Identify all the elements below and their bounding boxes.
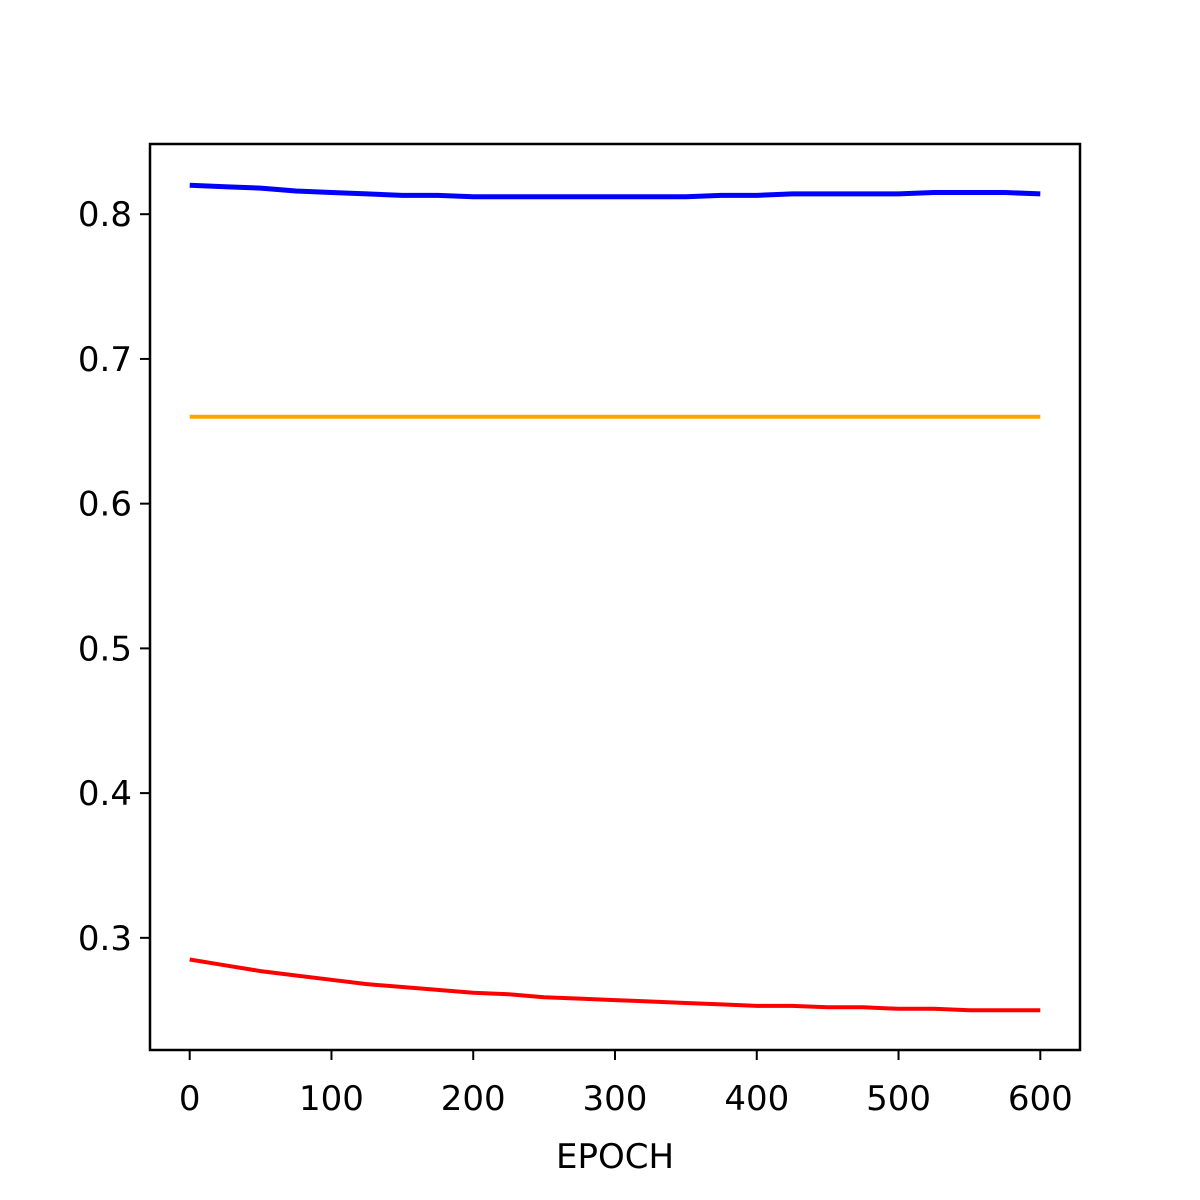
y-tick-label: 0.3 xyxy=(78,919,132,959)
y-tick-label: 0.8 xyxy=(78,195,132,235)
x-tick-label: 600 xyxy=(1008,1079,1073,1119)
plot-lines xyxy=(189,182,1041,1013)
x-tick-label: 500 xyxy=(866,1079,931,1119)
x-axis-label: EPOCH xyxy=(556,1137,674,1177)
y-tick-label: 0.6 xyxy=(78,485,132,525)
y-axis-ticks: 0.3 0.4 0.5 0.6 0.7 0.8 xyxy=(78,195,150,959)
series-line-3 xyxy=(189,957,1041,1013)
x-axis-ticks: 0 100 200 300 400 500 600 xyxy=(179,1050,1073,1119)
y-tick-label: 0.4 xyxy=(78,774,132,814)
y-tick-label: 0.7 xyxy=(78,340,132,380)
x-tick-label: 200 xyxy=(441,1079,506,1119)
x-tick-label: 400 xyxy=(724,1079,789,1119)
x-tick-label: 300 xyxy=(583,1079,648,1119)
x-tick-label: 0 xyxy=(179,1079,201,1119)
x-tick-label: 100 xyxy=(299,1079,364,1119)
series-line-1 xyxy=(189,182,1041,200)
y-tick-label: 0.5 xyxy=(78,629,132,669)
